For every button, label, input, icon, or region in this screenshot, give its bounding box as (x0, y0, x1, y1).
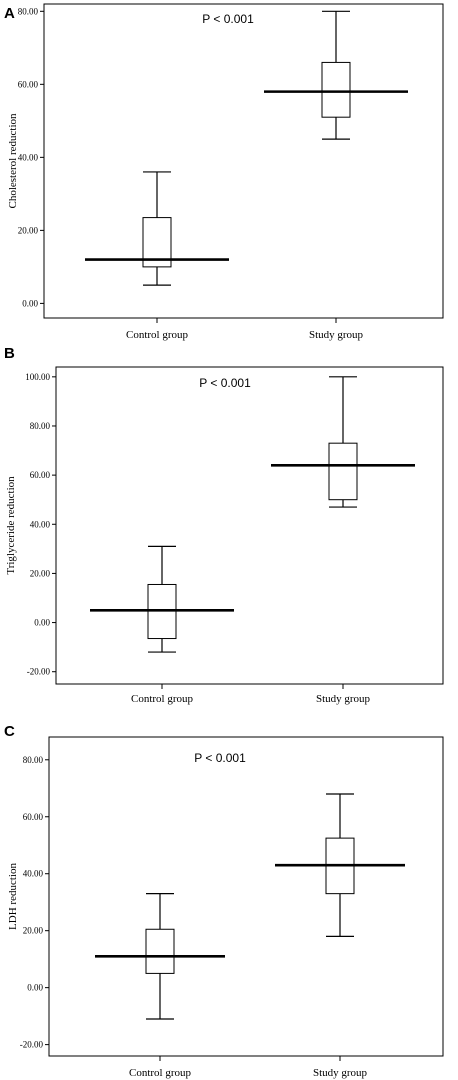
y-tick-label: 100.00 (25, 372, 50, 382)
y-tick-label: 40.00 (23, 869, 44, 879)
p-value-annotation: P < 0.001 (199, 376, 251, 390)
y-tick-label: -20.00 (20, 1040, 44, 1050)
box-study-group (321, 61, 351, 118)
panel-label: A (4, 5, 15, 22)
y-tick-label: 60.00 (30, 470, 51, 480)
x-category-label: Control group (131, 693, 194, 705)
y-axis-label: Triglyceride reduction (5, 476, 17, 575)
x-category-label: Control group (126, 329, 189, 341)
x-category-label: Study group (316, 693, 371, 705)
y-tick-label: 60.00 (23, 812, 44, 822)
x-category-label: Study group (309, 329, 364, 341)
chart-panel-c: C -20.00 0.00 20.00 40.00 60.00 80.00 LDH reduc… (4, 723, 444, 1079)
y-tick-label: 80.00 (30, 421, 51, 431)
y-tick-label: 40.00 (18, 152, 39, 162)
chart-panel-a: A 0.00 20.00 40.00 60.00 80.00 Cholesterol red… (4, 3, 444, 341)
box-control-group (145, 928, 175, 974)
y-tick-label: 0.00 (34, 618, 50, 628)
plot-frame (55, 366, 444, 685)
y-tick-label: 80.00 (18, 6, 39, 16)
panel-label: B (4, 345, 15, 362)
y-tick-label: 20.00 (18, 225, 39, 235)
box-study-group (328, 442, 358, 501)
y-tick-label: 20.00 (23, 926, 44, 936)
x-category-label: Study group (313, 1067, 368, 1079)
y-tick-label: 60.00 (18, 79, 39, 89)
y-tick-label: 0.00 (22, 298, 38, 308)
y-axis-label: LDH reduction (7, 863, 19, 930)
y-tick-label: 40.00 (30, 519, 51, 529)
y-tick-label: -20.00 (27, 667, 51, 677)
plot-frame (43, 3, 444, 319)
p-value-annotation: P < 0.001 (202, 12, 254, 26)
p-value-annotation: P < 0.001 (194, 751, 246, 765)
y-tick-label: 0.00 (27, 983, 43, 993)
x-category-label: Control group (129, 1067, 192, 1079)
plot-frame (48, 736, 444, 1057)
panel-label: C (4, 723, 15, 740)
y-tick-label: 20.00 (30, 568, 51, 578)
y-axis-label: Cholesterol reduction (7, 113, 19, 209)
chart-panel-b: B -20.00 0.00 20.00 40.00 60.00 80.00 100.00 Tri… (4, 345, 444, 705)
y-tick-label: 80.00 (23, 755, 44, 765)
